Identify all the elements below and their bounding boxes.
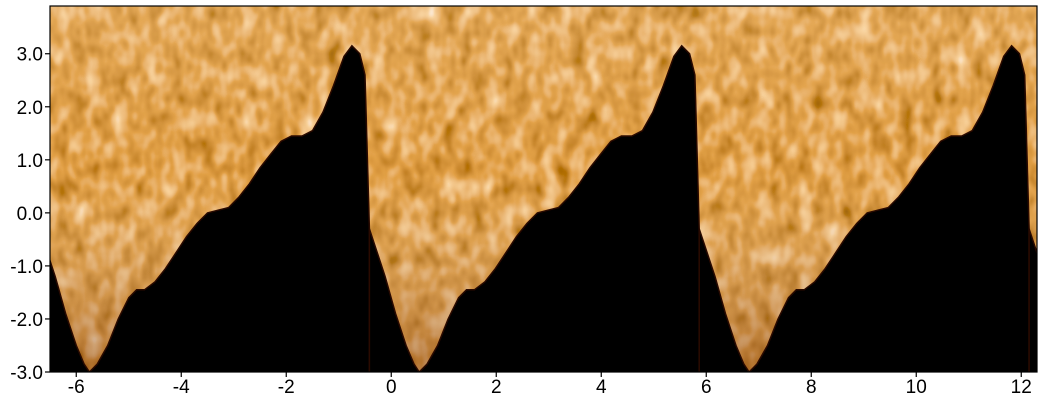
x-tick-label: 8 xyxy=(806,377,817,395)
x-tick-label: 2 xyxy=(491,377,502,395)
masked-region xyxy=(1028,228,1037,372)
x-axis: -6 -4 -2 0 2 4 6 8 10 12 xyxy=(66,372,1033,395)
masked-region xyxy=(368,44,700,372)
x-tick-label: 6 xyxy=(701,377,712,395)
x-tick-label: -4 xyxy=(173,377,190,395)
masked-region xyxy=(50,44,371,372)
y-tick-label: -2.0 xyxy=(10,310,43,331)
x-tick-label: 10 xyxy=(906,377,927,395)
x-tick-label: 4 xyxy=(596,377,607,395)
y-tick-label: -1.0 xyxy=(10,257,43,278)
y-tick-label: 3.0 xyxy=(17,45,43,66)
plot-area xyxy=(50,6,1037,372)
y-tick-label: 0.0 xyxy=(17,204,43,225)
plot-frame xyxy=(49,5,1038,373)
y-tick-label: 2.0 xyxy=(17,98,43,119)
y-tick-label: -3.0 xyxy=(10,363,43,384)
x-tick-label: 12 xyxy=(1011,377,1032,395)
x-tick-label: -6 xyxy=(68,377,85,395)
x-tick-label: -2 xyxy=(278,377,295,395)
x-tick-label: 0 xyxy=(386,377,397,395)
y-axis: -3.0 -2.0 -1.0 0.0 1.0 2.0 3.0 xyxy=(9,43,50,386)
y-tick-label: 1.0 xyxy=(17,151,43,172)
masked-region xyxy=(698,44,1030,372)
masked-regions xyxy=(50,44,1037,372)
